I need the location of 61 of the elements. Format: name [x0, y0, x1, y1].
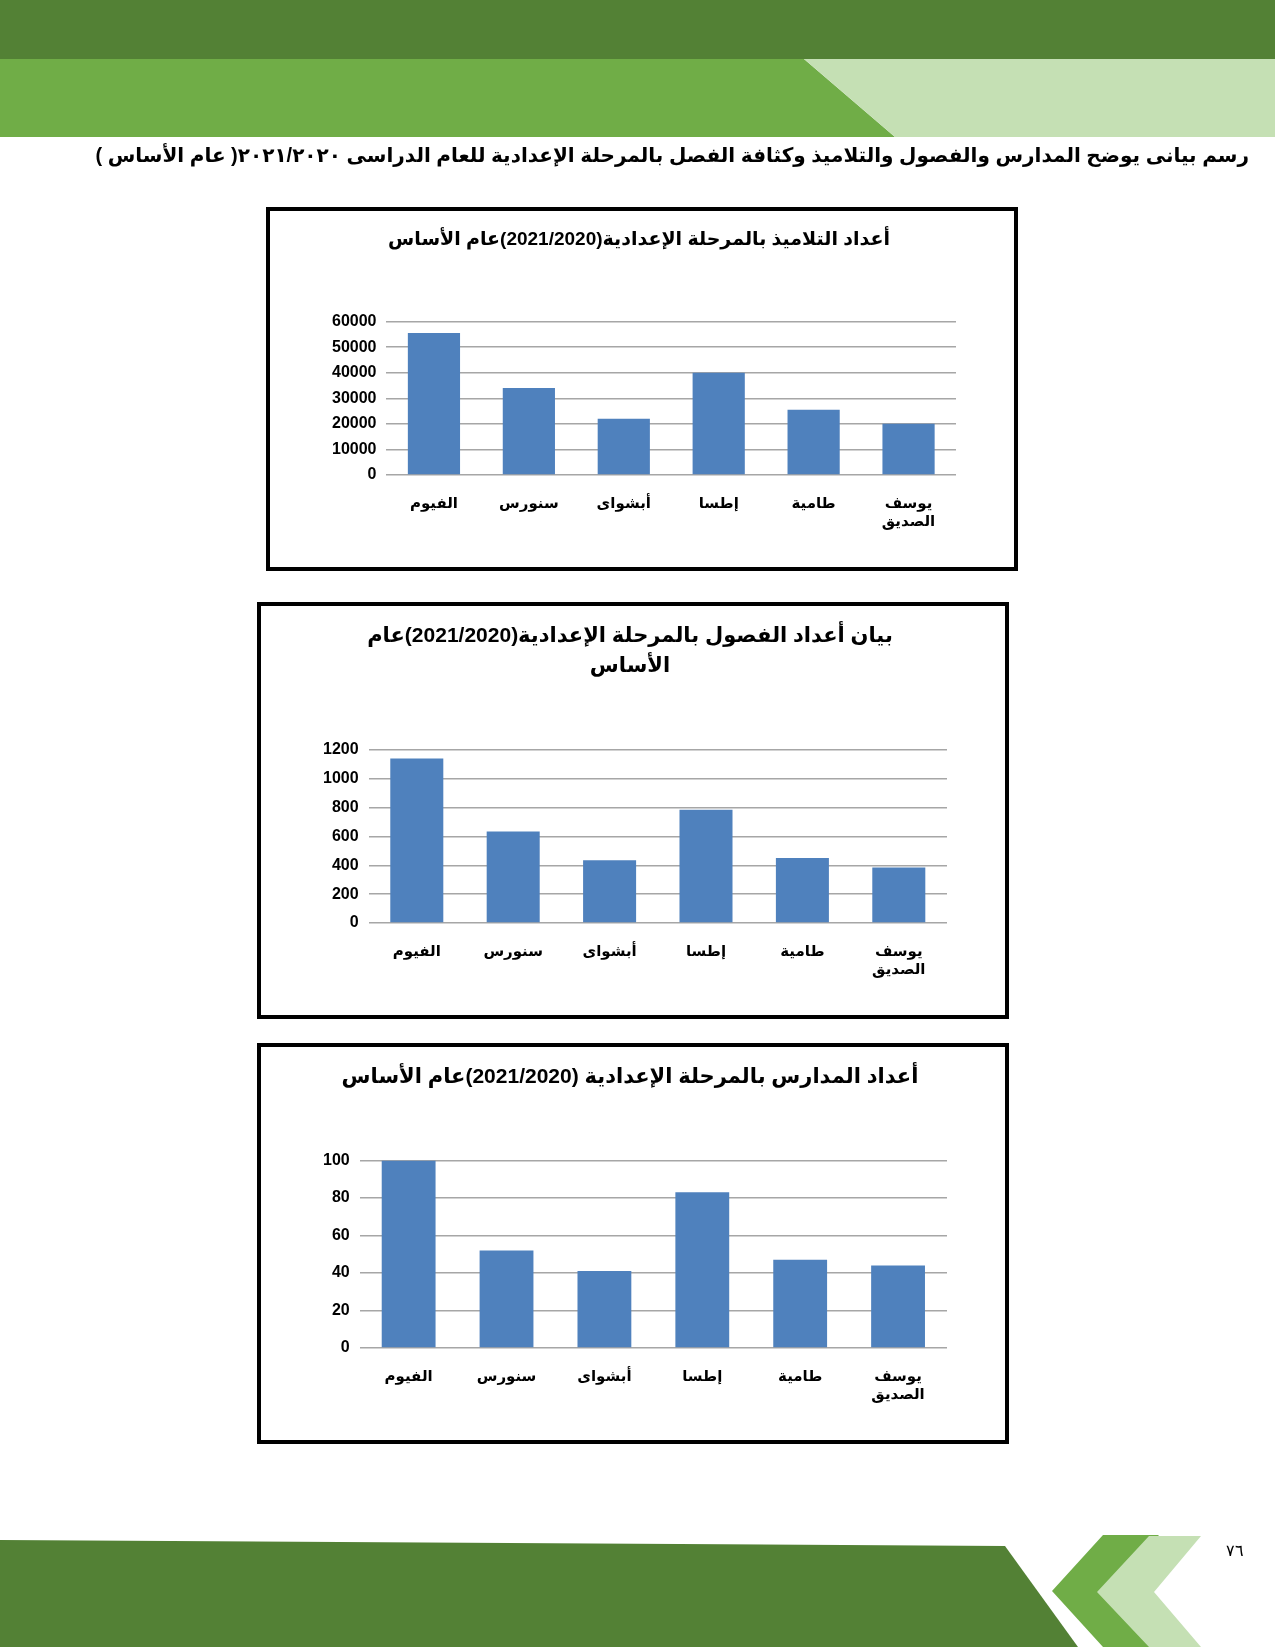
chart-title: بيان أعداد الفصول بالمرحلة الإعدادية(2021/2020)عام الأساس [367, 620, 893, 678]
y-tick-label: 800 [331, 798, 359, 816]
y-tick-label: 0 [349, 913, 359, 931]
bar [577, 1271, 632, 1348]
bar [773, 1259, 828, 1348]
y-tick-label: 20 [331, 1300, 350, 1318]
x-tick-label: طامية [791, 494, 836, 512]
bar [872, 867, 926, 923]
x-tick-label: طامية [780, 942, 825, 960]
y-tick-label: 40 [331, 1263, 350, 1281]
x-tick-label: أبشواى [596, 493, 651, 513]
y-tick-label: 400 [331, 855, 359, 873]
y-tick-label: 30000 [331, 388, 377, 406]
y-tick-label: 20000 [331, 414, 377, 432]
x-tick-label: سنورس [499, 494, 559, 513]
bar [679, 809, 733, 923]
y-tick-label: 600 [331, 826, 359, 844]
bar [787, 409, 840, 475]
bar [479, 1250, 534, 1348]
bar [775, 858, 829, 923]
bar [583, 860, 637, 923]
y-tick-label: 100 [322, 1150, 350, 1168]
x-tick-label: يوسف الصديق [871, 1367, 925, 1404]
y-tick-label: 40000 [331, 363, 377, 381]
y-tick-label: 50000 [331, 337, 377, 355]
x-tick-label: أبشواى [582, 941, 637, 961]
chart-title: أعداد التلاميذ بالمرحلة الإعدادية(2021/2020)عام الأساس [388, 226, 890, 251]
y-tick-label: 1200 [323, 740, 359, 758]
chart-title: أعداد المدارس بالمرحلة الإعدادية (2021/2020)عام الأساس [341, 1061, 919, 1089]
y-tick-label: 1000 [323, 769, 359, 787]
bar [692, 372, 745, 475]
x-tick-label: سنورس [483, 942, 544, 961]
bar [597, 418, 650, 475]
y-tick-label: 80 [331, 1188, 350, 1206]
x-tick-label: إطسا [685, 942, 727, 961]
bar [486, 831, 540, 923]
y-tick-label: 200 [331, 884, 359, 902]
y-tick-label: 60000 [331, 311, 377, 329]
x-tick-label: إطسا [698, 494, 739, 513]
x-tick-label: الفيوم [392, 942, 441, 961]
x-tick-label: يوسف الصديق [881, 494, 936, 531]
text: ٧٦ [1226, 1541, 1244, 1561]
y-tick-label: 60 [331, 1225, 350, 1243]
x-tick-label: الفيوم [384, 1367, 433, 1386]
bar [675, 1192, 730, 1348]
text: رسم بيانى يوضح المدارس والفصول والتلاميذ وكثافة الفصل بالمرحلة الإعدادية للعام الدراسى ٢٠٢١/٢٠٢٠( عام الأساس ) [95, 142, 1249, 169]
x-tick-label: أبشواى [577, 1366, 632, 1386]
bar [882, 423, 935, 475]
x-tick-label: يوسف الصديق [872, 942, 926, 979]
bar [502, 388, 555, 475]
bar [390, 758, 444, 923]
bar [381, 1160, 436, 1348]
y-tick-label: 10000 [331, 439, 377, 457]
bar [407, 333, 461, 475]
bar [871, 1265, 925, 1348]
x-tick-label: سنورس [476, 1367, 537, 1386]
x-tick-label: إطسا [682, 1367, 723, 1386]
y-tick-label: 0 [367, 465, 377, 483]
x-tick-label: طامية [778, 1367, 823, 1385]
y-tick-label: 0 [340, 1338, 350, 1356]
x-tick-label: الفيوم [409, 494, 458, 513]
